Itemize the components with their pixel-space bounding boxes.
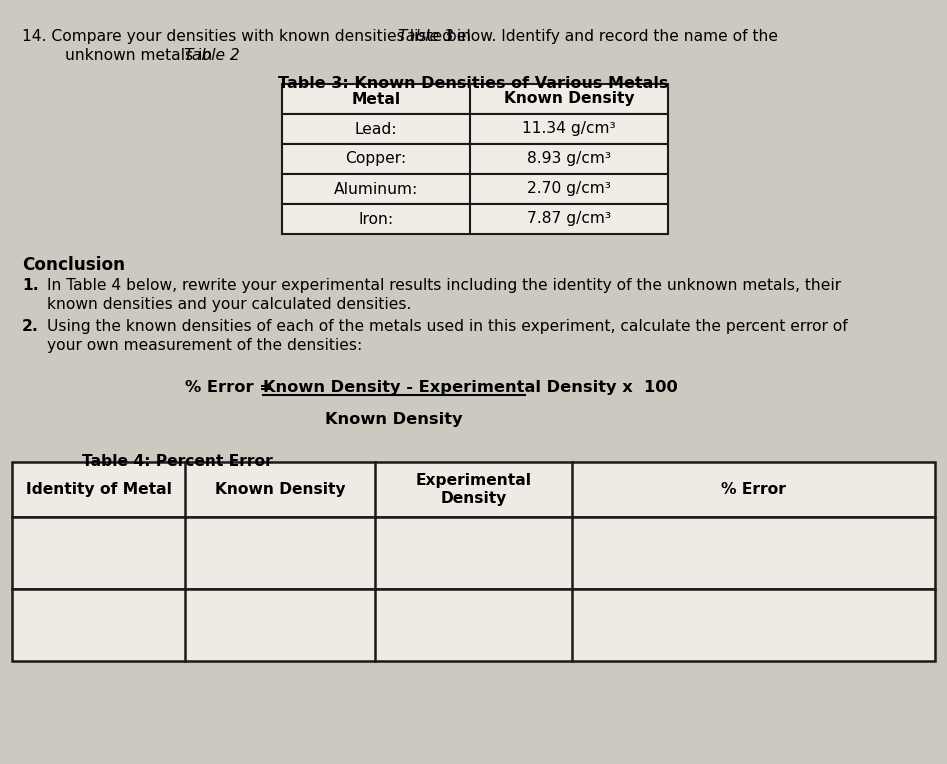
Text: 8.93 g/cm³: 8.93 g/cm³ (527, 151, 611, 167)
Text: % Error: % Error (721, 482, 786, 497)
Text: 2.: 2. (22, 319, 39, 334)
Text: 2.70 g/cm³: 2.70 g/cm³ (527, 182, 611, 196)
Text: In Table 4 below, rewrite your experimental results including the identity of th: In Table 4 below, rewrite your experimen… (47, 278, 841, 293)
Text: Copper:: Copper: (346, 151, 406, 167)
Text: 7.87 g/cm³: 7.87 g/cm³ (527, 212, 611, 226)
Text: unknown metals in: unknown metals in (65, 48, 212, 63)
Bar (282, 144, 668, 174)
Text: .: . (228, 48, 233, 63)
Bar (12, 517, 935, 589)
Bar (282, 114, 668, 144)
Text: Aluminum:: Aluminum: (334, 182, 419, 196)
Text: below. Identify and record the name of the: below. Identify and record the name of t… (442, 29, 778, 44)
Text: Table 2: Table 2 (184, 48, 240, 63)
Text: Identity of Metal: Identity of Metal (26, 482, 171, 497)
Bar (12, 462, 935, 517)
Text: % Error =: % Error = (185, 380, 278, 395)
Text: Table 3: Known Densities of Various Metals: Table 3: Known Densities of Various Meta… (278, 76, 669, 91)
Text: Conclusion: Conclusion (22, 256, 125, 274)
Text: Known Density: Known Density (215, 482, 346, 497)
Text: Known Density: Known Density (504, 92, 634, 106)
Text: 14. Compare your densities with known densities listed in: 14. Compare your densities with known de… (22, 29, 476, 44)
Bar (12, 589, 935, 661)
Text: 1.: 1. (22, 278, 39, 293)
Bar (282, 84, 668, 114)
Text: Using the known densities of each of the metals used in this experiment, calcula: Using the known densities of each of the… (47, 319, 848, 334)
Text: Known Density: Known Density (325, 412, 463, 427)
Text: Experimental
Density: Experimental Density (416, 474, 531, 506)
Bar (282, 204, 668, 234)
Text: your own measurement of the densities:: your own measurement of the densities: (47, 338, 363, 353)
Text: Table 4: Percent Error: Table 4: Percent Error (82, 454, 273, 469)
Bar (282, 174, 668, 204)
Text: Metal: Metal (351, 92, 401, 106)
Text: known densities and your calculated densities.: known densities and your calculated dens… (47, 297, 411, 312)
Text: Iron:: Iron: (358, 212, 394, 226)
Text: Known Density - Experimental Density x  100: Known Density - Experimental Density x 1… (263, 380, 678, 395)
Text: Table 3: Table 3 (398, 29, 454, 44)
Text: Lead:: Lead: (355, 121, 397, 137)
Text: 11.34 g/cm³: 11.34 g/cm³ (522, 121, 616, 137)
